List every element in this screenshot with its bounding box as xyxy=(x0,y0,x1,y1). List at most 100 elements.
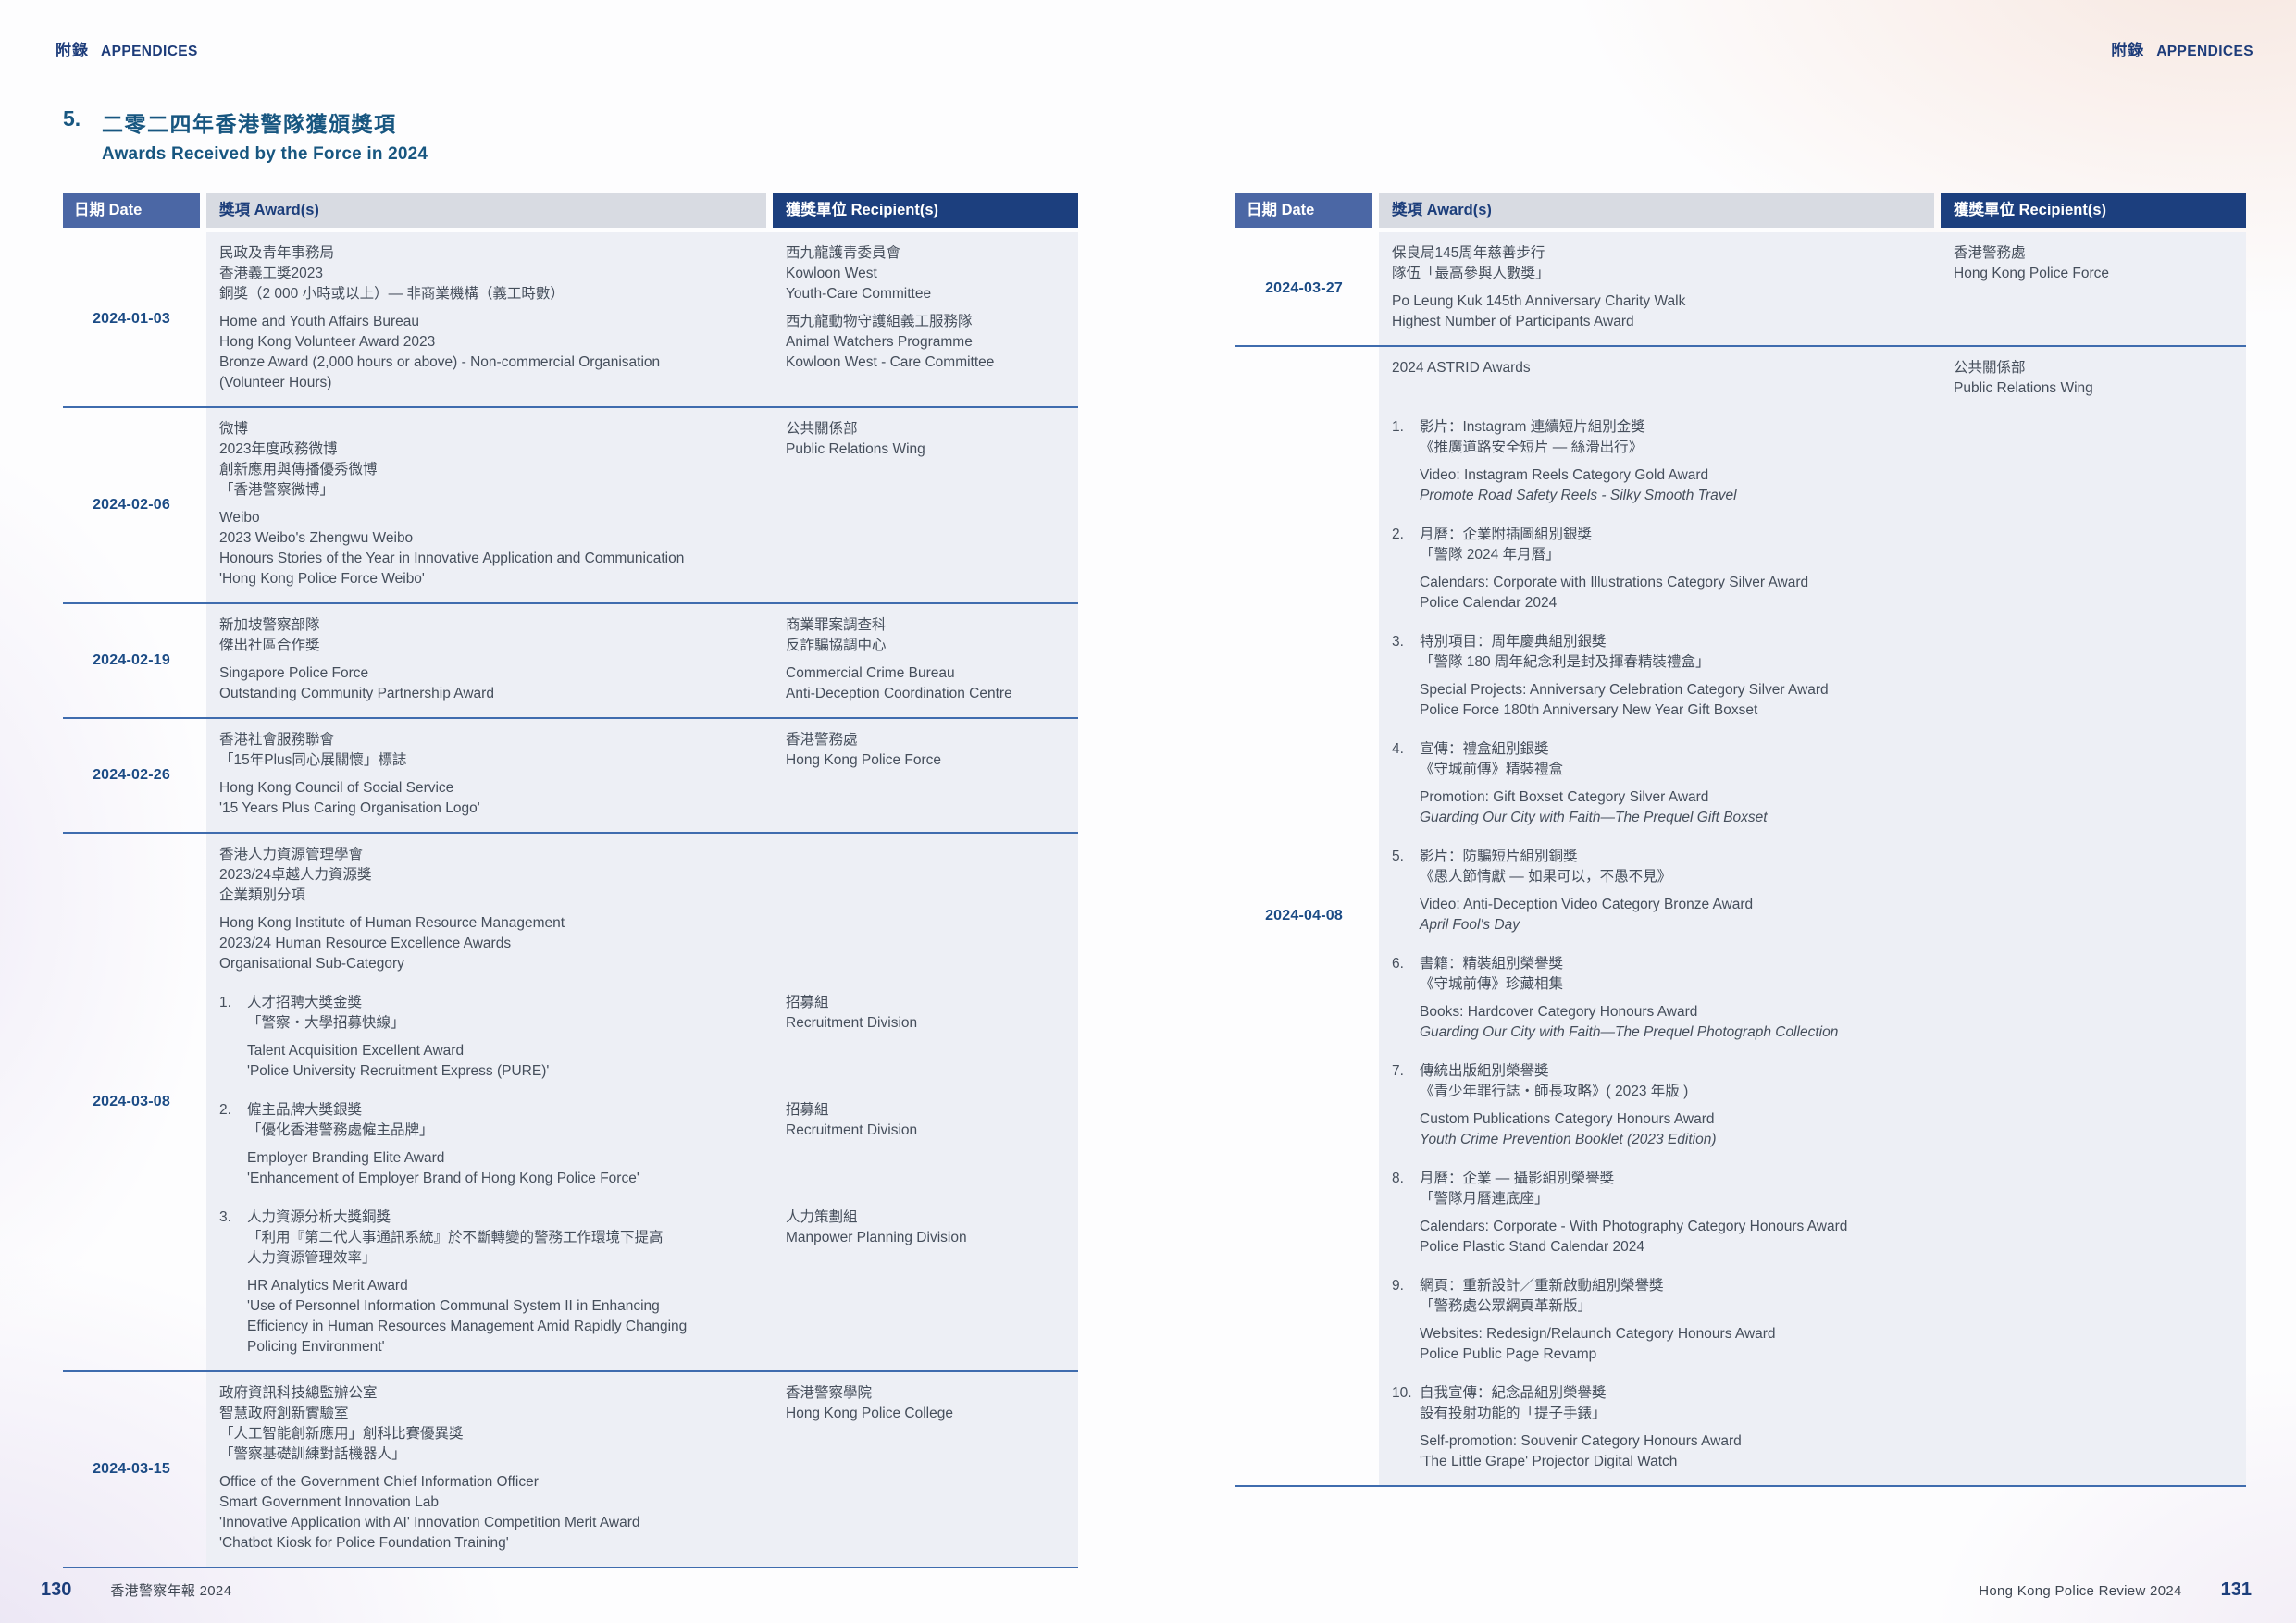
award-line: Policing Environment' xyxy=(247,1339,385,1355)
recipient-cell xyxy=(1941,954,2246,1043)
footer-right-text: Hong Kong Police Review 2024 xyxy=(1979,1583,2182,1599)
award-line-group: Video: Instagram Reels Category Gold Awa… xyxy=(1420,465,1917,506)
award-line: Home and Youth Affairs Bureau xyxy=(219,314,420,329)
award-line-group: 自我宣傳：紀念品組別榮譽獎 設有投射功能的「提子手錶」 xyxy=(1420,1383,1917,1424)
award-cell: 民政及青年事務局 香港義工獎2023 銅獎（2 000 小時或以上）— 非商業機構（… xyxy=(206,243,773,393)
award-line-group: Weibo 2023 Weibo's Zhengwu Weibo Honours S… xyxy=(219,508,749,589)
award-line: 香港義工獎2023 xyxy=(219,266,323,281)
recipient-line: Hong Kong Police Force xyxy=(1954,266,2110,281)
item-number: 3. xyxy=(219,1209,231,1225)
award-line: Self-promotion: Souvenir Category Honour… xyxy=(1420,1433,1742,1449)
item-number: 7. xyxy=(1392,1063,1404,1079)
recipient-line: 公共關係部 xyxy=(786,421,858,437)
award-line: 宣傳：禮盒組別銀獎 xyxy=(1420,741,1549,757)
recipient-cell: 人力策劃組 Manpower Planning Division xyxy=(773,1208,1078,1357)
award-segment: 2. 月曆：企業附插圖組別銀獎 「警隊 2024 年月曆」 Calendars: Co… xyxy=(1379,525,2246,613)
award-line-group: Talent Acquisition Excellent Award 'Polic… xyxy=(247,1041,749,1082)
award-line: 人力資源分析大獎銅獎 xyxy=(247,1209,391,1225)
award-lines: 僱主品牌大獎銀獎 「優化香港警務處僱主品牌」 Employer Branding E… xyxy=(247,1100,749,1189)
recipient-cell: 公共關係部 Public Relations Wing xyxy=(773,419,1078,589)
column-header-date: 日期 Date xyxy=(1235,193,1372,228)
page-number-left: 130 xyxy=(41,1580,72,1600)
award-line: 香港人力資源管理學會 xyxy=(219,847,364,862)
award-line: Weibo xyxy=(219,510,260,526)
award-line: 《青少年罪行誌・師長攻略》( 2023 年版 ) xyxy=(1420,1084,1689,1099)
award-line: 傳統出版組別榮譽獎 xyxy=(1420,1063,1549,1079)
award-line: 網頁：重新設計／重新啟動組別榮譽獎 xyxy=(1420,1278,1664,1294)
award-line: 月曆：企業附插圖組別銀獎 xyxy=(1420,527,1593,542)
awards-table-left: 日期 Date 獎項 Award(s) 獲獎單位 Recipient(s) 2024-… xyxy=(63,193,1078,1568)
award-line: Hong Kong Council of Social Service xyxy=(219,780,454,796)
row-date: 2024-03-27 xyxy=(1265,280,1343,296)
recipient-line: 招募組 xyxy=(786,1102,829,1118)
award-line-group: Office of the Government Chief Informati… xyxy=(219,1472,749,1554)
award-cell: 1. 人才招聘大獎金獎 「警察・大學招募快線」 Talent Acquisition … xyxy=(206,993,773,1082)
award-line: 「警務處公眾網頁革新版」 xyxy=(1420,1298,1593,1314)
recipient-line: Commercial Crime Bureau xyxy=(786,665,955,681)
award-line: 'Chatbot Kiosk for Police Foundation Tra… xyxy=(219,1535,509,1551)
row-content: 微博 2023年度政務微博 創新應用與傳播優秀微博 「香港警察微博」 Weibo 2023… xyxy=(206,408,1078,602)
award-line-group: 民政及青年事務局 香港義工獎2023 銅獎（2 000 小時或以上）— 非商業機構（… xyxy=(219,243,749,304)
award-segment: 9. 網頁：重新設計／重新啟動組別榮譽獎 「警務處公眾網頁革新版」 Websites:… xyxy=(1379,1276,2246,1365)
running-head-left-en: APPENDICES xyxy=(101,43,198,59)
recipient-line-group: 香港警務處 Hong Kong Police Force xyxy=(1954,243,2237,284)
award-lines: 2024 ASTRID Awards xyxy=(1392,358,1917,399)
award-line: Talent Acquisition Excellent Award xyxy=(247,1043,465,1059)
award-cell: 2. 僱主品牌大獎銀獎 「優化香港警務處僱主品牌」 Employer Branding… xyxy=(206,1100,773,1189)
award-line: 《推廣道路安全短片 — 絲滑出行》 xyxy=(1420,440,1644,455)
recipient-line: 商業罪案調查科 xyxy=(786,617,887,633)
award-line: Police Calendar 2024 xyxy=(1420,595,1558,611)
award-line: 新加坡警察部隊 xyxy=(219,617,320,633)
footer-right: Hong Kong Police Review 2024 131 xyxy=(1979,1580,2252,1601)
recipient-line: 香港警務處 xyxy=(786,732,858,748)
recipient-cell xyxy=(1941,525,2246,613)
recipient-line: Kowloon West - Care Committee xyxy=(786,354,995,370)
award-line-group: 僱主品牌大獎銀獎 「優化香港警務處僱主品牌」 xyxy=(247,1100,749,1141)
running-head-left-cn: 附錄 xyxy=(56,42,89,59)
recipient-line-group: 招募組 Recruitment Division xyxy=(786,1100,1069,1141)
award-line-group: Home and Youth Affairs Bureau Hong Kong V… xyxy=(219,312,749,393)
award-line: Websites: Redesign/Relaunch Category Hon… xyxy=(1420,1326,1776,1342)
award-segment: 6. 書籍：精裝組別榮譽獎 《守城前傳》珍藏相集 Books: Hardcover C… xyxy=(1379,954,2246,1043)
recipient-line: Anti-Deception Coordination Centre xyxy=(786,686,1012,701)
award-line: Hong Kong Volunteer Award 2023 xyxy=(219,334,436,350)
award-segment: 香港社會服務聯會 「15年Plus同心展關懷」標誌 Hong Kong Counci… xyxy=(206,730,1078,819)
award-line-group: 宣傳：禮盒組別銀獎 《守城前傳》精裝禮盒 xyxy=(1420,739,1917,780)
award-lines: 影片：防騙短片組別銅獎 《愚人節情獻 — 如果可以，不愚不見》 Video: Ant… xyxy=(1420,847,1917,935)
award-segment: 民政及青年事務局 香港義工獎2023 銅獎（2 000 小時或以上）— 非商業機構（… xyxy=(206,243,1078,393)
item-number: 4. xyxy=(1392,741,1404,757)
award-line: 「警察基礎訓練對話機器人」 xyxy=(219,1446,406,1462)
recipient-line: Public Relations Wing xyxy=(1954,380,2093,396)
award-line: 僱主品牌大獎銀獎 xyxy=(247,1102,363,1118)
award-line: 人力資源管理效率」 xyxy=(247,1250,377,1266)
award-line: 2023/24 Human Resource Excellence Awards xyxy=(219,935,512,951)
award-lines: 宣傳：禮盒組別銀獎 《守城前傳》精裝禮盒 Promotion: Gift Boxse… xyxy=(1420,739,1917,828)
award-lines: 保良局145周年慈善步行 隊伍「最高參與人數獎」 Po Leung Kuk 145t… xyxy=(1392,243,1917,332)
award-line: 'Police University Recruitment Express (… xyxy=(247,1063,550,1079)
award-lines: 月曆：企業 — 攝影組別榮譽獎 「警隊月曆連底座」 Calendars: Corpo… xyxy=(1420,1169,1917,1258)
award-cell: 微博 2023年度政務微博 創新應用與傳播優秀微博 「香港警察微博」 Weibo 2023… xyxy=(206,419,773,589)
award-line: Custom Publications Category Honours Awa… xyxy=(1420,1111,1715,1127)
award-line: Office of the Government Chief Informati… xyxy=(219,1474,539,1490)
award-line-group: 新加坡警察部隊 傑出社區合作獎 xyxy=(219,615,749,656)
award-line: Promote Road Safety Reels - Silky Smooth… xyxy=(1420,488,1737,503)
award-lines: 香港社會服務聯會 「15年Plus同心展關懷」標誌 Hong Kong Counci… xyxy=(219,730,749,819)
award-cell: 新加坡警察部隊 傑出社區合作獎 Singapore Police Force Outs… xyxy=(206,615,773,704)
table-row: 2024-02-06 微博 2023年度政務微博 創新應用與傳播優秀微博 「香港警察微博… xyxy=(63,408,1078,604)
row-content: 新加坡警察部隊 傑出社區合作獎 Singapore Police Force Outs… xyxy=(206,604,1078,717)
running-head-left: 附錄 APPENDICES xyxy=(56,37,198,60)
award-line: Bronze Award (2,000 hours or above) - No… xyxy=(219,354,661,370)
section-title-chinese: 二零二四年香港警隊獲頒獎項 xyxy=(102,112,397,136)
award-line: Organisational Sub-Category xyxy=(219,956,404,972)
award-line-group: 月曆：企業附插圖組別銀獎 「警隊 2024 年月曆」 xyxy=(1420,525,1917,565)
award-line-group: 人才招聘大獎金獎 「警察・大學招募快線」 xyxy=(247,993,749,1034)
row-content: 政府資訊科技總監辦公室 智慧政府創新實驗室 「人工智能創新應用」創科比賽優異獎 「警察… xyxy=(206,1372,1078,1567)
row-date: 2024-02-26 xyxy=(93,767,170,783)
award-line: 特別項目：周年慶典組別銀獎 xyxy=(1420,634,1607,650)
award-line: Police Force 180th Anniversary New Year … xyxy=(1420,702,1758,718)
award-cell: 3. 人力資源分析大獎銅獎 「利用『第二代人事通訊系統』於不斷轉變的警務工作環境下提… xyxy=(206,1208,773,1357)
award-lines: 傳統出版組別榮譽獎《青少年罪行誌・師長攻略》( 2023 年版 ) Custom … xyxy=(1420,1061,1917,1150)
award-lines: 網頁：重新設計／重新啟動組別榮譽獎 「警務處公眾網頁革新版」 Websites: R… xyxy=(1420,1276,1917,1365)
award-line: Guarding Our City with Faith—The Prequel… xyxy=(1420,1024,1839,1040)
award-line-group: Po Leung Kuk 145th Anniversary Charity W… xyxy=(1392,291,1917,332)
